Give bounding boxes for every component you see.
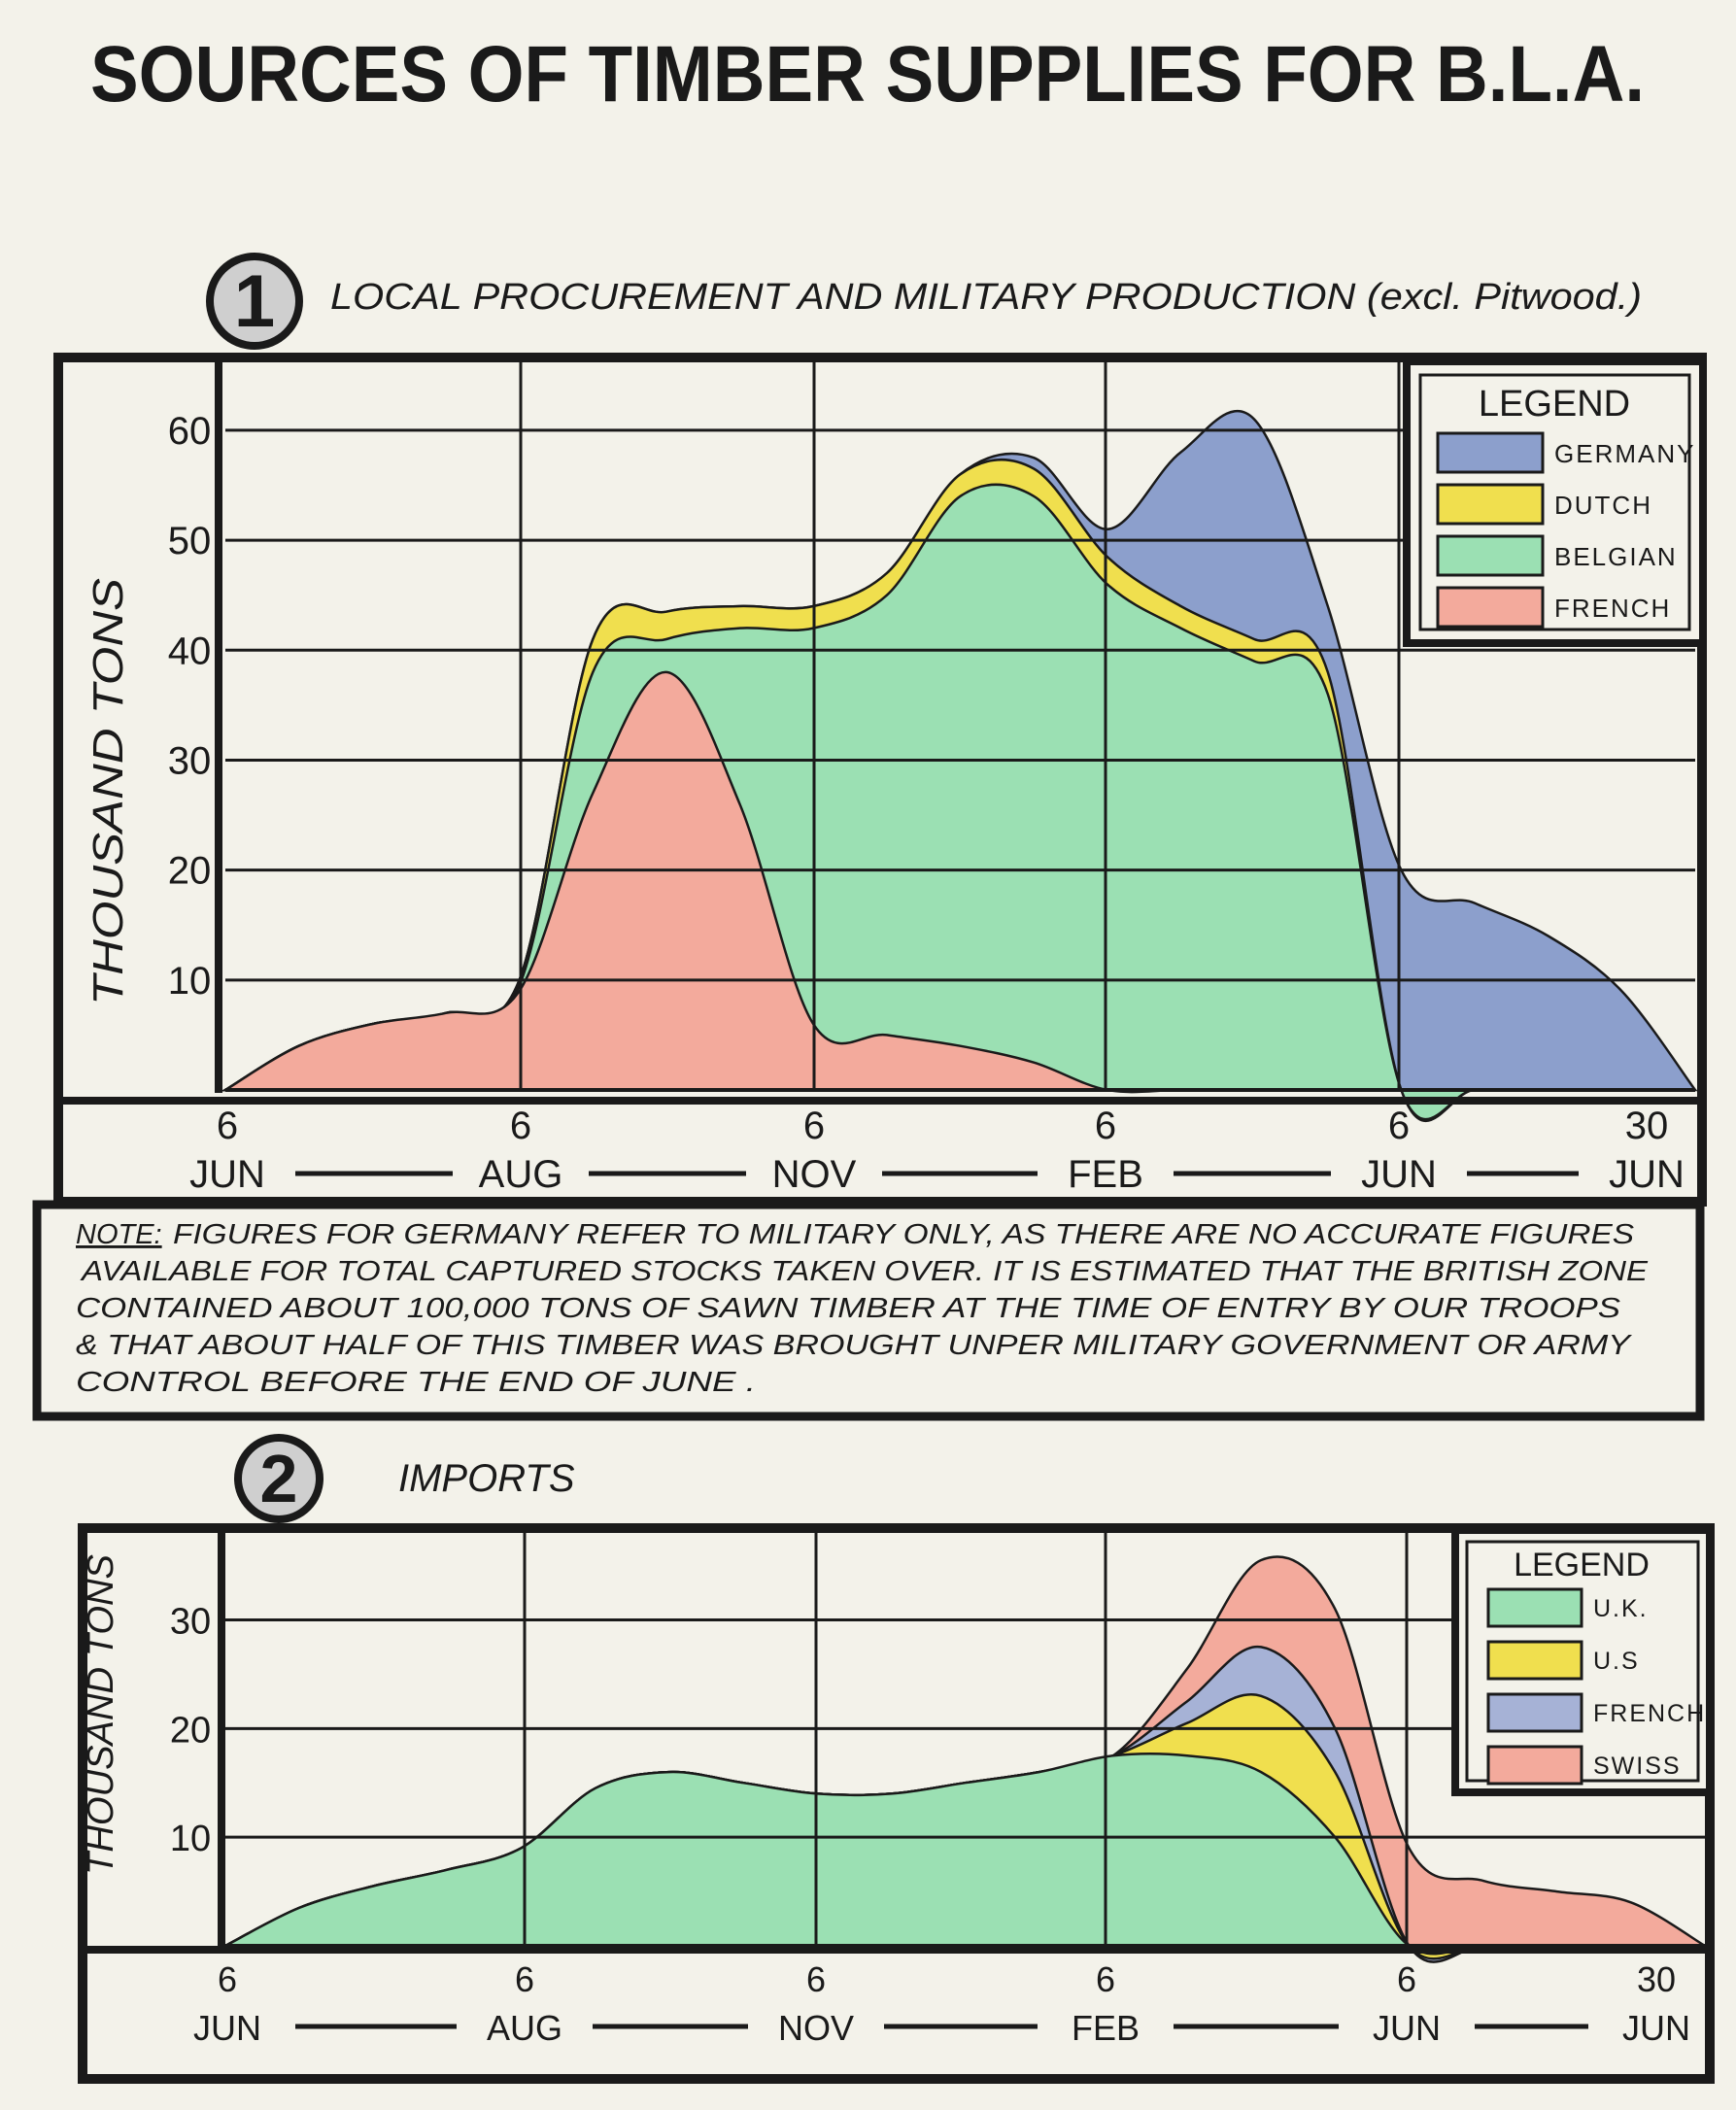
badge-number: 2 bbox=[260, 1441, 298, 1516]
x-tick-day: 6 bbox=[806, 1959, 826, 1999]
y-tick-label: 60 bbox=[168, 410, 212, 453]
legend-label: SWISS bbox=[1593, 1753, 1682, 1780]
y-tick-label: 30 bbox=[168, 739, 212, 782]
legend-swatch bbox=[1436, 431, 1545, 474]
x-tick-month: NOV bbox=[772, 1153, 857, 1196]
legend-swatch bbox=[1436, 586, 1545, 629]
legend-title: LEGEND bbox=[1479, 384, 1630, 425]
note-line-5: CONTROL BEFORE THE END OF JUNE . bbox=[76, 1367, 756, 1398]
plot-area bbox=[221, 359, 1698, 1122]
x-tick-month: JUN bbox=[189, 1153, 265, 1196]
plot-area bbox=[224, 1528, 1710, 1963]
section-badge-2: 2 bbox=[234, 1434, 323, 1523]
x-tick-month: AUG bbox=[479, 1153, 563, 1196]
chart-title: IMPORTS bbox=[398, 1457, 575, 1500]
x-tick-day: 6 bbox=[803, 1105, 825, 1147]
y-tick-label: 30 bbox=[170, 1601, 211, 1642]
y-axis-label: THOUSAND TONS bbox=[85, 578, 132, 1005]
legend-label: BELGIAN bbox=[1554, 542, 1678, 571]
x-axis-band bbox=[79, 1946, 1714, 2083]
x-tick-month: AUG bbox=[487, 2008, 562, 2048]
legend-label: DUTCH bbox=[1554, 491, 1652, 520]
legend-label: FRENCH bbox=[1554, 594, 1671, 623]
legend-swatch bbox=[1436, 534, 1545, 577]
x-tick-month: JUN bbox=[1609, 1153, 1685, 1196]
y-tick-label: 10 bbox=[168, 960, 212, 1003]
legend-swatch bbox=[1436, 483, 1545, 526]
chart-1: 1 LOCAL PROCUREMENT AND MILITARY PRODUCT… bbox=[53, 253, 1707, 1207]
note-line-3: CONTAINED ABOUT 100,000 TONS OF SAWN TIM… bbox=[76, 1293, 1621, 1324]
x-tick-day: 6 bbox=[515, 1959, 534, 1999]
x-tick-month: NOV bbox=[778, 2008, 854, 2048]
x-tick-day: 6 bbox=[1397, 1959, 1416, 1999]
x-tick-labels: 6 JUN 6 AUG 6 NOV 6 FEB 6 JUN 30 JUN bbox=[189, 1105, 1685, 1196]
x-tick-day: 6 bbox=[1095, 1105, 1116, 1147]
x-tick-day: 6 bbox=[1388, 1105, 1410, 1147]
legend-label: U.S bbox=[1593, 1648, 1640, 1675]
x-tick-month: JUN bbox=[193, 2008, 261, 2048]
section-badge-1: 1 bbox=[206, 253, 303, 350]
x-tick-day: 30 bbox=[1637, 1959, 1676, 1999]
x-tick-day: 6 bbox=[217, 1105, 238, 1147]
x-tick-month: JUN bbox=[1622, 2008, 1690, 2048]
x-tick-month: JUN bbox=[1361, 1153, 1437, 1196]
legend: LEGEND U.K. U.S FRENCH SWISS bbox=[1451, 1526, 1714, 1796]
y-tick-labels: 10 20 30 bbox=[170, 1601, 211, 1859]
note-label: NOTE: bbox=[76, 1219, 162, 1250]
x-tick-day: 30 bbox=[1625, 1105, 1669, 1147]
x-tick-month: FEB bbox=[1072, 2008, 1140, 2048]
note-box: NOTE: FIGURES FOR GERMANY REFER TO MILIT… bbox=[32, 1200, 1705, 1421]
x-tick-labels: 6 JUN 6 AUG 6 NOV 6 FEB 6 JUN 30 JUN bbox=[193, 1959, 1690, 2048]
legend-entries: GERMANY DUTCH BELGIAN FRENCH bbox=[1436, 431, 1695, 629]
legend-title: LEGEND bbox=[1514, 1547, 1650, 1583]
badge-inner bbox=[242, 1442, 316, 1515]
note-line-4: & THAT ABOUT HALF OF THIS TIMBER WAS BRO… bbox=[76, 1330, 1633, 1361]
legend-inner-border bbox=[1418, 373, 1691, 631]
legend-label: U.K. bbox=[1593, 1595, 1649, 1622]
y-tick-label: 10 bbox=[170, 1819, 211, 1859]
legend-swatch bbox=[1486, 1587, 1583, 1628]
x-tick-day: 6 bbox=[218, 1959, 237, 1999]
note-frame bbox=[32, 1200, 1705, 1421]
legend-entries: U.K. U.S FRENCH SWISS bbox=[1486, 1587, 1706, 1786]
legend: LEGEND GERMANY DUTCH BELGIAN FRENCH bbox=[1403, 357, 1707, 647]
x-tick-day: 6 bbox=[1096, 1959, 1115, 1999]
chart-title: LOCAL PROCUREMENT AND MILITARY PRODUCTIO… bbox=[330, 277, 1642, 318]
y-tick-label: 50 bbox=[168, 520, 212, 562]
legend-swatch bbox=[1486, 1745, 1583, 1786]
legend-label: FRENCH bbox=[1593, 1700, 1706, 1727]
legend-swatch bbox=[1486, 1692, 1583, 1733]
note-line-2: AVAILABLE FOR TOTAL CAPTURED STOCKS TAKE… bbox=[80, 1256, 1649, 1287]
y-tick-label: 40 bbox=[168, 630, 212, 672]
badge-number: 1 bbox=[234, 260, 275, 343]
page-title: SOURCES OF TIMBER SUPPLIES FOR B.L.A. bbox=[90, 30, 1645, 119]
x-tick-day: 6 bbox=[510, 1105, 531, 1147]
y-tick-label: 20 bbox=[170, 1710, 211, 1751]
note-line-1: FIGURES FOR GERMANY REFER TO MILITARY ON… bbox=[173, 1219, 1635, 1250]
legend-label: GERMANY bbox=[1554, 439, 1695, 468]
chart-2: 2 IMPORTS THOUSAND TONS 10 20 30 LEGEND U.… bbox=[78, 1434, 1715, 2084]
y-tick-label: 20 bbox=[168, 850, 212, 893]
badge-inner bbox=[214, 260, 295, 342]
y-tick-labels: 10 20 30 40 50 60 bbox=[168, 410, 212, 1003]
legend-swatch bbox=[1486, 1640, 1583, 1681]
x-tick-month: JUN bbox=[1373, 2008, 1441, 2048]
y-axis-label: THOUSAND TONS bbox=[81, 1554, 121, 1875]
x-tick-month: FEB bbox=[1068, 1153, 1143, 1196]
